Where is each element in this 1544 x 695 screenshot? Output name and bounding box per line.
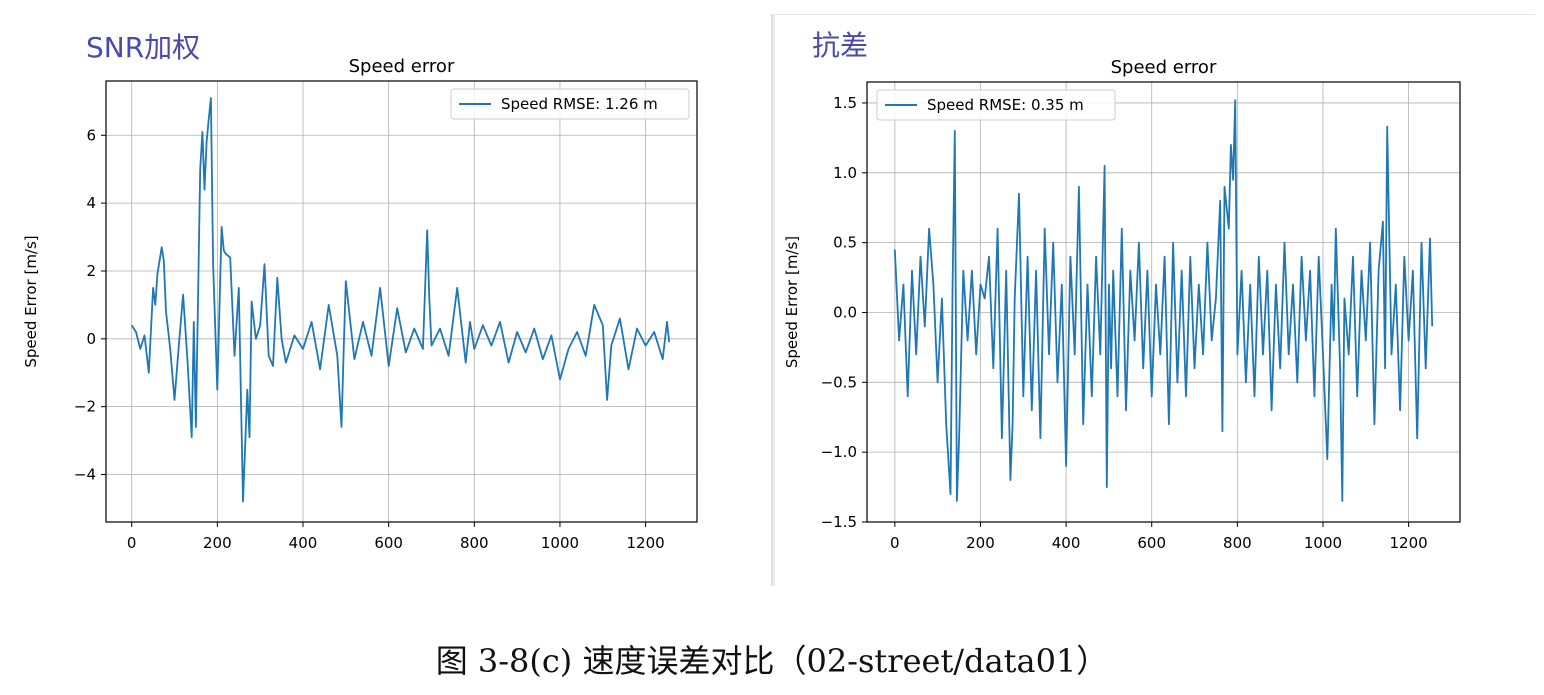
x-tick-label: 400: [1052, 534, 1081, 552]
y-tick-label: −4: [74, 466, 96, 484]
y-tick-label: −0.5: [821, 373, 857, 391]
speed-error-chart-snr: 0 200 400 600 800 1000 1200 −4 −2 0 2 4 6 Speed error…: [22, 56, 698, 552]
x-tick-label: 800: [460, 534, 489, 552]
y-tick-label: 6: [86, 126, 96, 144]
legend-entry: Speed RMSE: 1.26 m: [501, 95, 658, 113]
x-tick-label: 800: [1223, 534, 1252, 552]
x-tick-label: 600: [1137, 534, 1166, 552]
chart-title: Speed error: [349, 56, 455, 77]
axes-frame: [866, 81, 1461, 523]
x-tick-label: 1000: [541, 534, 579, 552]
y-tick-label: 2: [86, 262, 96, 280]
panel-top-border: [775, 14, 1535, 15]
y-tick-label: 4: [86, 194, 96, 212]
chart-title: Speed error: [1111, 57, 1217, 78]
speed-error-series-line: [893, 99, 1434, 502]
x-tick-label: 1200: [1390, 534, 1428, 552]
speed-error-series-line: [130, 97, 671, 503]
y-axis-label: Speed Error [m/s]: [783, 236, 801, 368]
legend-box: [876, 89, 1116, 121]
y-tick-label: 1.0: [833, 164, 857, 182]
x-tick-label: 200: [203, 534, 232, 552]
x-tick-label: 600: [374, 534, 403, 552]
axes-frame: [105, 80, 698, 523]
legend-entry: Speed RMSE: 0.35 m: [927, 96, 1084, 114]
figure-caption: 图 3-8(c) 速度误差对比（02-street/data01）: [435, 642, 1109, 680]
panel-label-robust: 抗差: [812, 29, 869, 62]
panel-divider: [771, 14, 775, 586]
y-tick-label: −2: [74, 398, 96, 416]
x-tick-label: 1000: [1304, 534, 1342, 552]
y-tick-label: 1.5: [833, 94, 857, 112]
x-tick-label: 0: [127, 534, 137, 552]
x-tick-label: 1200: [627, 534, 665, 552]
y-tick-label: 0: [86, 330, 96, 348]
y-tick-label: 0.0: [833, 303, 857, 321]
speed-error-chart-robust: 0 200 400 600 800 1000 1200 −1.5 −1.0 −0.5 0.0 0.5 1…: [783, 57, 1461, 552]
x-tick-label: 400: [289, 534, 318, 552]
panel-label-snr: SNR加权: [86, 31, 201, 64]
y-tick-label: 0.5: [833, 234, 857, 252]
y-tick-label: −1.5: [821, 513, 857, 531]
y-tick-label: −1.0: [821, 443, 857, 461]
x-tick-label: 200: [966, 534, 995, 552]
y-axis-label: Speed Error [m/s]: [22, 235, 40, 367]
x-tick-label: 0: [890, 534, 900, 552]
legend-box: [450, 88, 690, 120]
